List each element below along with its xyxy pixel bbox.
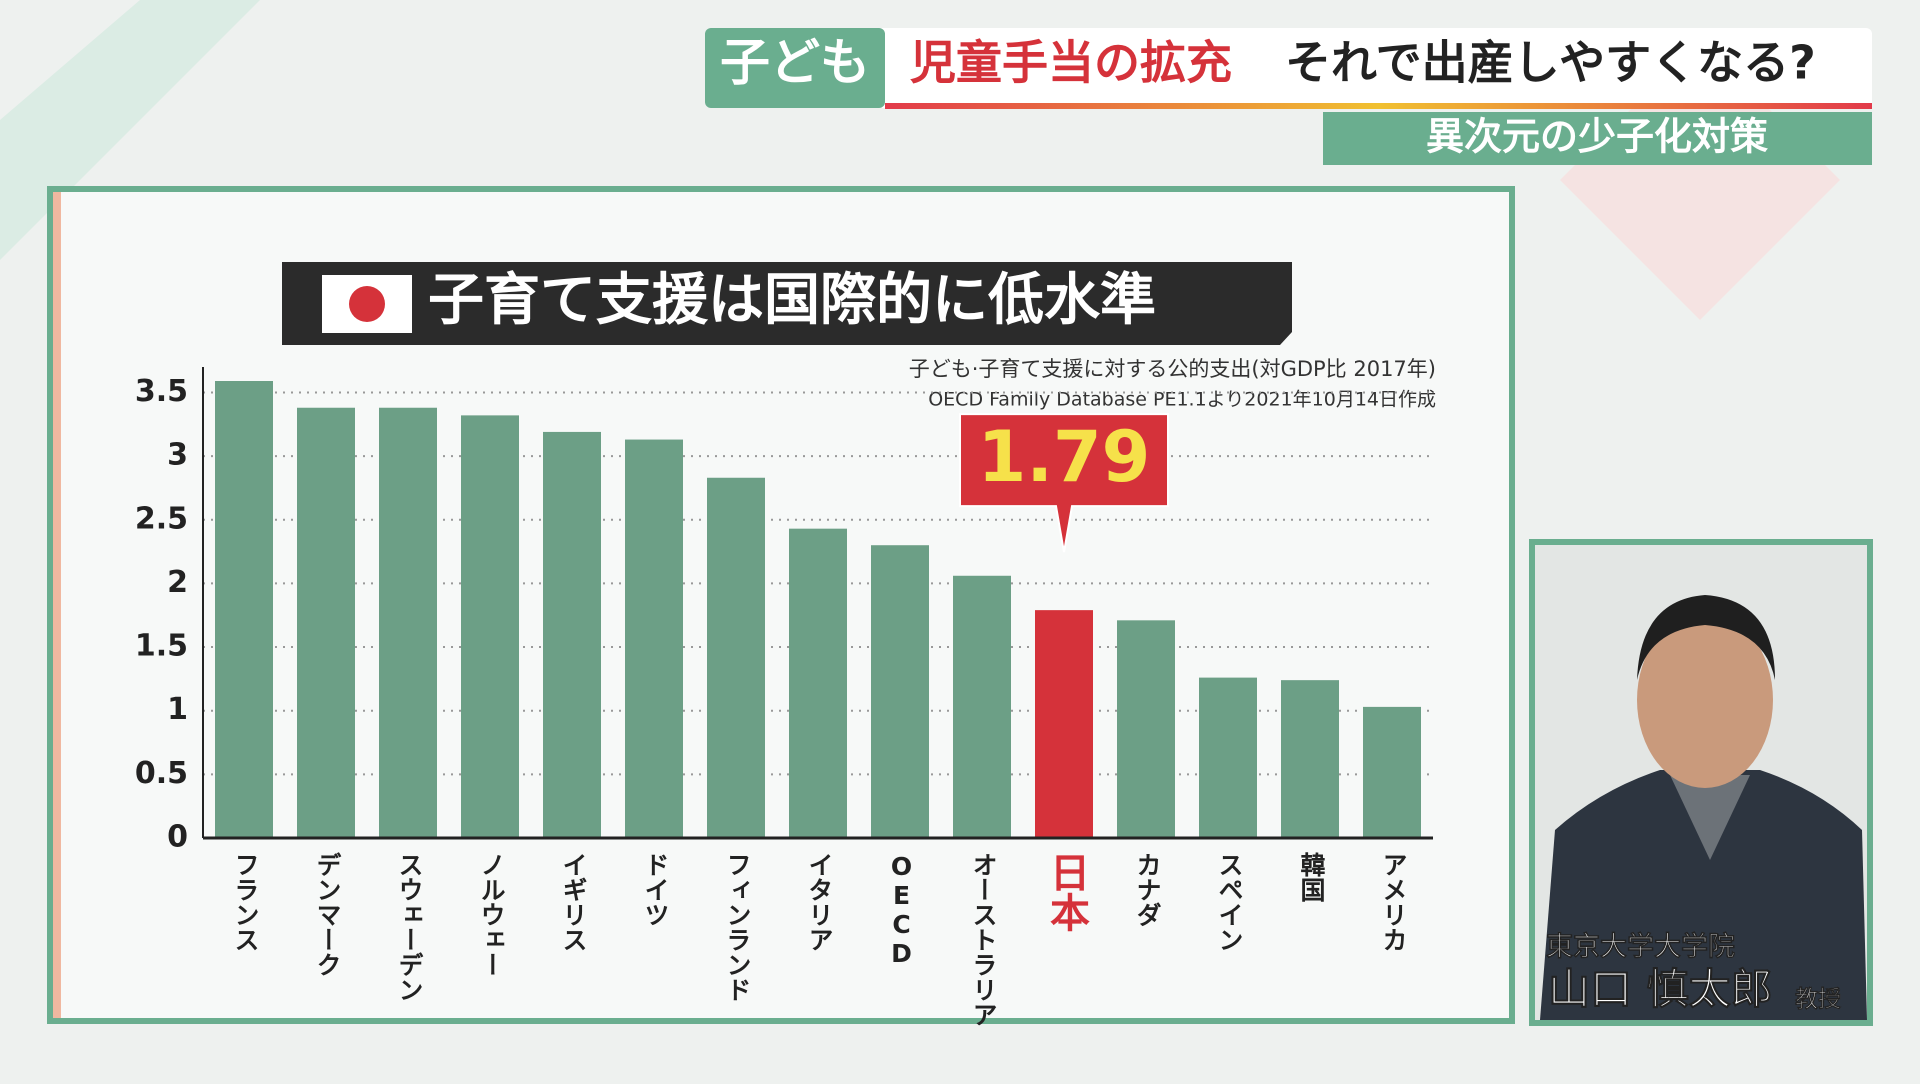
bar	[1035, 610, 1093, 838]
chart: 子育て支援は国際的に低水準 子ども·子育て支援に対する公的支出(対GDP比 20…	[135, 268, 1436, 1027]
callout-box	[959, 413, 1169, 553]
banner-subtitle: 異次元の少子化対策	[1426, 115, 1768, 159]
y-tick-label: 2.5	[135, 501, 188, 536]
speaker-body	[1540, 770, 1867, 1020]
bar	[1363, 706, 1421, 838]
banner-question: それで出産しやすくなる?	[1285, 36, 1816, 90]
x-tick-label: イギリス	[559, 852, 588, 952]
x-tick-label: イタリア	[805, 852, 834, 952]
y-tick-label: 0	[167, 820, 188, 855]
banner-topic: 児童手当の拡充	[910, 36, 1232, 90]
bar	[1199, 677, 1257, 838]
bar	[461, 415, 519, 838]
bar	[543, 431, 601, 838]
banner-tag: 子ども	[720, 34, 870, 92]
caption-affiliation: 東京大学大学院	[1546, 931, 1735, 963]
y-tick-label: 1	[167, 692, 188, 727]
bar	[953, 575, 1011, 838]
speaker-hair	[1637, 595, 1775, 680]
chart-source: OECD Family Database PE1.1より2021年10月14日作…	[928, 389, 1436, 411]
x-tick-label: OECD	[887, 852, 916, 968]
bar	[789, 528, 847, 838]
value-label: 1.79	[978, 416, 1151, 498]
bar	[1281, 680, 1339, 838]
banner-tag-box	[705, 28, 885, 108]
x-tick-label: フランス	[231, 852, 260, 952]
x-tick-label: スペイン	[1215, 852, 1244, 952]
x-tick-label: アメリカ	[1379, 852, 1408, 952]
banner-stripe	[885, 103, 1872, 109]
bar	[1117, 620, 1175, 838]
bar	[297, 407, 355, 838]
caption-role: 教授	[1795, 986, 1842, 1013]
flag-circle	[349, 286, 385, 322]
x-tick-label: フィンランド	[723, 852, 752, 1002]
y-tick-label: 3	[167, 438, 188, 473]
speaker-shirt	[1670, 775, 1750, 860]
x-tick-label: 韓国	[1297, 852, 1326, 902]
bar	[215, 381, 273, 838]
y-tick-label: 0.5	[135, 756, 188, 791]
bar	[871, 545, 929, 838]
x-tick-label: 日本	[1043, 852, 1090, 932]
y-tick-label: 2	[167, 565, 188, 600]
x-tick-label: ドイツ	[641, 852, 670, 927]
x-tick-label: デンマーク	[313, 852, 342, 977]
x-tick-label: スウェーデン	[395, 852, 424, 1002]
bar	[625, 439, 683, 838]
chart-subtitle: 子ども·子育て支援に対する公的支出(対GDP比 2017年)	[909, 357, 1436, 381]
title-box	[282, 262, 1292, 345]
panel-edge	[53, 192, 61, 1018]
bar	[379, 407, 437, 838]
speaker-head	[1637, 612, 1773, 788]
x-tick-label: カナダ	[1133, 852, 1162, 927]
bar	[707, 477, 765, 838]
subtitle-box	[1323, 112, 1872, 165]
chart-title: 子育て支援は国際的に低水準	[428, 268, 1156, 333]
caption-name: 山口 慎太郎	[1548, 965, 1773, 1014]
x-tick-label: ノルウェー	[477, 852, 506, 977]
y-tick-label: 1.5	[135, 629, 188, 664]
x-tick-label: オーストラリア	[969, 852, 998, 1027]
y-tick-label: 3.5	[135, 374, 188, 409]
banner-box	[705, 28, 1872, 108]
decor	[1560, 40, 1840, 320]
